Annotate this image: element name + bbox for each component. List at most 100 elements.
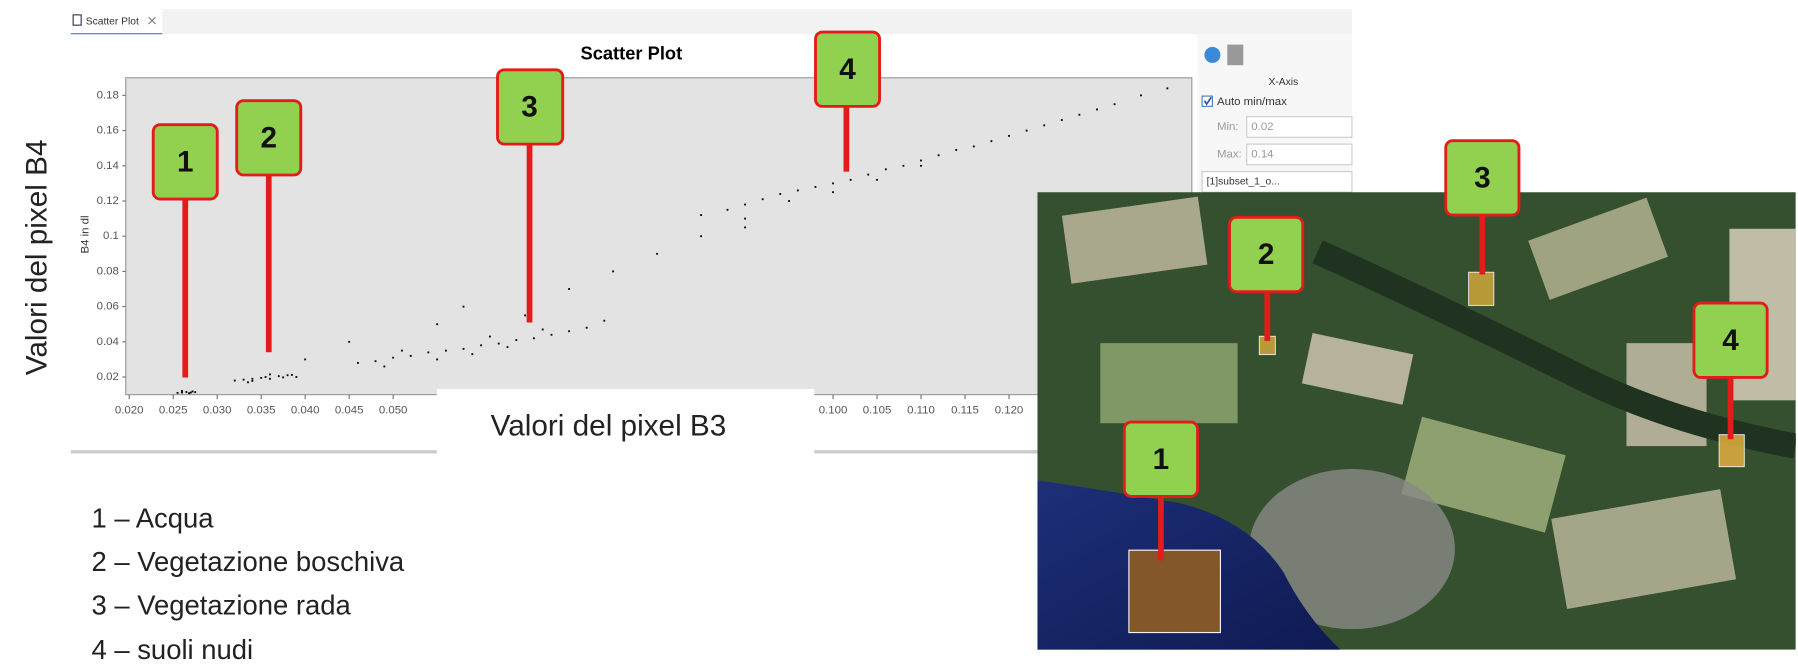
legend-item: 3 – Vegetazione rada xyxy=(91,590,351,621)
min-input[interactable] xyxy=(1246,116,1353,138)
max-input[interactable] xyxy=(1246,143,1353,166)
refresh-button[interactable] xyxy=(1204,46,1221,63)
tab-bar xyxy=(70,9,1352,35)
point xyxy=(462,347,465,350)
point xyxy=(286,374,289,377)
point xyxy=(955,149,958,151)
point xyxy=(191,390,194,393)
point xyxy=(1113,103,1116,106)
check-mark xyxy=(1203,96,1212,106)
point xyxy=(612,270,615,273)
point xyxy=(181,390,183,392)
point xyxy=(700,214,702,216)
point xyxy=(427,351,430,354)
point xyxy=(409,354,412,357)
point xyxy=(937,154,940,157)
point xyxy=(788,200,790,202)
legend-item: 2 – Vegetazione boschiva xyxy=(91,546,404,577)
point xyxy=(744,203,746,206)
point xyxy=(188,392,190,395)
callout-number: 3 xyxy=(521,91,538,124)
callout-number: 3 xyxy=(1474,161,1491,194)
y-tick-label: 0.02 xyxy=(97,371,119,383)
point xyxy=(920,164,922,167)
max-value: 0.14 xyxy=(1251,148,1274,160)
x-tick-label: 0.105 xyxy=(863,405,892,417)
point xyxy=(867,173,870,176)
point xyxy=(295,376,298,378)
layer-button[interactable] xyxy=(1227,44,1244,66)
min-value: 0.02 xyxy=(1251,121,1273,133)
callout-number: 2 xyxy=(1258,238,1275,271)
x-tick-label: 0.030 xyxy=(203,405,232,417)
point xyxy=(779,193,782,195)
point xyxy=(489,335,491,338)
settings-panel xyxy=(1197,34,1352,195)
point xyxy=(348,340,351,343)
y-tick-label: 0.1 xyxy=(103,230,119,242)
point xyxy=(506,346,509,349)
point xyxy=(726,208,729,211)
x-tick-label: 0.040 xyxy=(291,405,320,417)
legend-item: 4 – suoli nudi xyxy=(91,634,253,665)
tab[interactable] xyxy=(70,9,163,35)
point xyxy=(972,145,975,148)
point xyxy=(264,376,267,378)
point xyxy=(181,391,183,394)
point xyxy=(401,349,403,352)
point xyxy=(462,305,465,308)
point xyxy=(445,349,447,352)
tab-icon xyxy=(72,14,82,26)
point xyxy=(1096,108,1098,111)
marks: 0.02 0.04 0.06 0.08 0.1 0.12 0.14 0.16 0.18 0.020… xyxy=(97,87,1169,417)
point xyxy=(876,178,878,181)
point xyxy=(269,377,271,380)
callout-number: 1 xyxy=(177,145,194,178)
point xyxy=(1060,119,1063,121)
point xyxy=(550,333,553,336)
point xyxy=(990,140,993,143)
point xyxy=(269,373,271,376)
point xyxy=(436,323,439,326)
x-tick-label: 0.115 xyxy=(951,405,979,417)
point xyxy=(832,191,834,194)
point xyxy=(902,164,905,167)
point xyxy=(832,182,834,185)
tab-title: Scatter Plot xyxy=(86,16,139,27)
point xyxy=(568,330,571,333)
x-tick-label: 0.045 xyxy=(335,405,364,417)
y-axis-label: B4 in dl xyxy=(80,215,92,253)
point xyxy=(247,381,249,384)
point xyxy=(585,326,588,329)
point xyxy=(532,337,535,340)
point xyxy=(814,186,817,188)
max-label: Max: xyxy=(1217,148,1242,160)
point xyxy=(194,391,197,394)
point xyxy=(189,391,192,394)
tab-close[interactable] xyxy=(148,16,156,25)
y-caption: Valori del pixel B4 xyxy=(21,140,54,376)
callout-number: 1 xyxy=(1153,443,1170,476)
min-label: Min: xyxy=(1217,121,1239,133)
point xyxy=(291,373,293,376)
y-tick-label: 0.04 xyxy=(97,336,120,348)
point xyxy=(568,288,571,290)
point xyxy=(251,377,254,380)
y-tick-label: 0.08 xyxy=(97,265,119,277)
x-tick-label: 0.120 xyxy=(995,405,1024,417)
point xyxy=(849,178,852,181)
x-caption-box xyxy=(436,388,815,456)
point xyxy=(260,376,263,379)
point xyxy=(1078,113,1081,116)
point xyxy=(744,226,746,229)
point xyxy=(796,189,799,192)
axis-label: X-Axis xyxy=(1268,77,1298,88)
y-tick-label: 0.14 xyxy=(97,160,120,172)
checkbox[interactable] xyxy=(1201,95,1213,107)
x-tick-label: 0.025 xyxy=(159,405,188,417)
point xyxy=(304,358,307,361)
point xyxy=(515,339,518,341)
plot-area xyxy=(125,77,1193,396)
